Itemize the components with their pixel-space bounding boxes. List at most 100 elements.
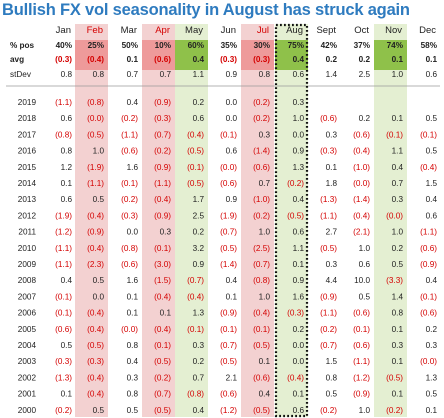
table-cell: 1.0 bbox=[259, 228, 271, 237]
year-label-2017: 2017 bbox=[18, 130, 37, 139]
table-cell: 0.6 bbox=[293, 406, 305, 415]
table-cell: (1.9) bbox=[87, 163, 104, 172]
table-cell: (0.8) bbox=[87, 98, 104, 107]
month-header-sept: Sept bbox=[316, 25, 336, 36]
table-cell: (0.1) bbox=[121, 179, 138, 188]
month-header-may: May bbox=[185, 25, 203, 36]
column-band-feb bbox=[75, 24, 108, 417]
table-cell: 0.6 bbox=[61, 195, 73, 204]
summary-cell: 0.8 bbox=[259, 70, 271, 79]
table-cell: (0.6) bbox=[220, 179, 237, 188]
month-header-mar: Mar bbox=[121, 25, 137, 36]
table-cell: 0.9 bbox=[193, 260, 205, 269]
summary-cell: (0.3) bbox=[220, 55, 237, 64]
table-cell: (1.3) bbox=[55, 373, 72, 382]
table-cell: (0.9) bbox=[320, 292, 337, 301]
table-cell: (0.3) bbox=[87, 357, 104, 366]
table-cell: (0.1) bbox=[55, 292, 72, 301]
table-cell: (1.9) bbox=[55, 211, 72, 220]
table-cell: 0.1 bbox=[326, 163, 338, 172]
table-cell: 1.8 bbox=[326, 179, 338, 188]
table-cell: 0.8 bbox=[127, 390, 139, 399]
table-cell: 0.3 bbox=[326, 260, 338, 269]
table-cell: (0.2) bbox=[253, 114, 270, 123]
table-cell: (0.4) bbox=[154, 292, 171, 301]
table-cell: 0.5 bbox=[127, 406, 139, 415]
table-cell: 1.3 bbox=[293, 163, 305, 172]
table-cell: 0.2 bbox=[359, 114, 371, 123]
table-cell: (0.6) bbox=[253, 373, 270, 382]
table-cell: (0.5) bbox=[287, 211, 304, 220]
table-cell: 0.1 bbox=[392, 390, 404, 399]
summary-cell: 58% bbox=[421, 41, 438, 50]
table-cell: 1.1 bbox=[392, 147, 404, 156]
year-label-2000: 2000 bbox=[18, 406, 37, 415]
table-cell: 0.7 bbox=[259, 179, 271, 188]
table-cell: (0.5) bbox=[220, 244, 237, 253]
summary-band-may bbox=[175, 40, 208, 70]
table-cell: (0.5) bbox=[187, 179, 204, 188]
summary-cell: 0.1 bbox=[426, 55, 438, 64]
year-label-2009: 2009 bbox=[18, 260, 37, 269]
table-cell: (1.2) bbox=[55, 228, 72, 237]
table-cell: (0.4) bbox=[87, 325, 104, 334]
table-cell: 0.4 bbox=[226, 276, 238, 285]
summary-cell: 1.4 bbox=[326, 70, 338, 79]
table-cell: (0.2) bbox=[320, 406, 337, 415]
table-cell: 0.0 bbox=[226, 114, 238, 123]
table-cell: 0.3 bbox=[392, 341, 404, 350]
month-header-aug: Aug bbox=[286, 25, 303, 36]
table-cell: 1.3 bbox=[193, 309, 205, 318]
table-cell: (0.3) bbox=[55, 357, 72, 366]
year-label-2016: 2016 bbox=[18, 147, 37, 156]
year-label-2010: 2010 bbox=[18, 244, 37, 253]
table-cell: (0.6) bbox=[121, 260, 138, 269]
table-cell: 0.0 bbox=[93, 292, 105, 301]
table-cell: (0.4) bbox=[87, 309, 104, 318]
summary-band-jul bbox=[241, 40, 274, 70]
year-label-2007: 2007 bbox=[18, 292, 37, 301]
table-cell: (0.4) bbox=[353, 147, 370, 156]
table-cell: (3.3) bbox=[386, 276, 403, 285]
table-cell: (0.2) bbox=[386, 406, 403, 415]
table-cell: 0.0 bbox=[293, 130, 305, 139]
table-cell: (0.5) bbox=[386, 373, 403, 382]
table-cell: 0.1 bbox=[259, 357, 271, 366]
table-cell: (0.5) bbox=[187, 147, 204, 156]
year-label-2014: 2014 bbox=[18, 179, 37, 188]
table-cell: 0.1 bbox=[293, 390, 305, 399]
table-cell: (0.1) bbox=[420, 130, 437, 139]
summary-cell: 0.8 bbox=[93, 70, 105, 79]
table-cell: 0.6 bbox=[226, 147, 238, 156]
table-cell: (2.3) bbox=[87, 260, 104, 269]
table-cell: 0.8 bbox=[127, 341, 139, 350]
table-cell: (2.5) bbox=[253, 244, 270, 253]
table-cell: (0.0) bbox=[353, 179, 370, 188]
table-cell: 1.2 bbox=[61, 163, 73, 172]
table-cell: (0.9) bbox=[353, 390, 370, 399]
table-cell: 0.2 bbox=[392, 244, 404, 253]
summary-cell: 0.7 bbox=[127, 70, 139, 79]
table-cell: (0.6) bbox=[353, 341, 370, 350]
table-cell: (0.6) bbox=[420, 244, 437, 253]
table-cell: (0.4) bbox=[154, 195, 171, 204]
table-cell: 0.3 bbox=[293, 98, 305, 107]
table-cell: (0.7) bbox=[154, 130, 171, 139]
table-cell: (0.2) bbox=[154, 373, 171, 382]
summary-cell: 0.7 bbox=[160, 70, 172, 79]
table-cell: 0.2 bbox=[293, 325, 305, 334]
summary-cell: 0.4 bbox=[293, 55, 305, 64]
table-cell: 1.0 bbox=[392, 228, 404, 237]
table-cell: (0.6) bbox=[220, 390, 237, 399]
table-cell: 1.3 bbox=[426, 373, 438, 382]
table-cell: (0.2) bbox=[287, 179, 304, 188]
table-cell: (0.5) bbox=[154, 357, 171, 366]
month-header-jan: Jan bbox=[56, 25, 71, 36]
table-cell: 1.0 bbox=[359, 244, 371, 253]
table-cell: 1.5 bbox=[326, 357, 338, 366]
year-label-2006: 2006 bbox=[18, 309, 37, 318]
table-cell: (1.2) bbox=[220, 406, 237, 415]
table-cell: (0.9) bbox=[220, 309, 237, 318]
table-cell: 0.2 bbox=[426, 325, 438, 334]
table-cell: (1.1) bbox=[353, 357, 370, 366]
